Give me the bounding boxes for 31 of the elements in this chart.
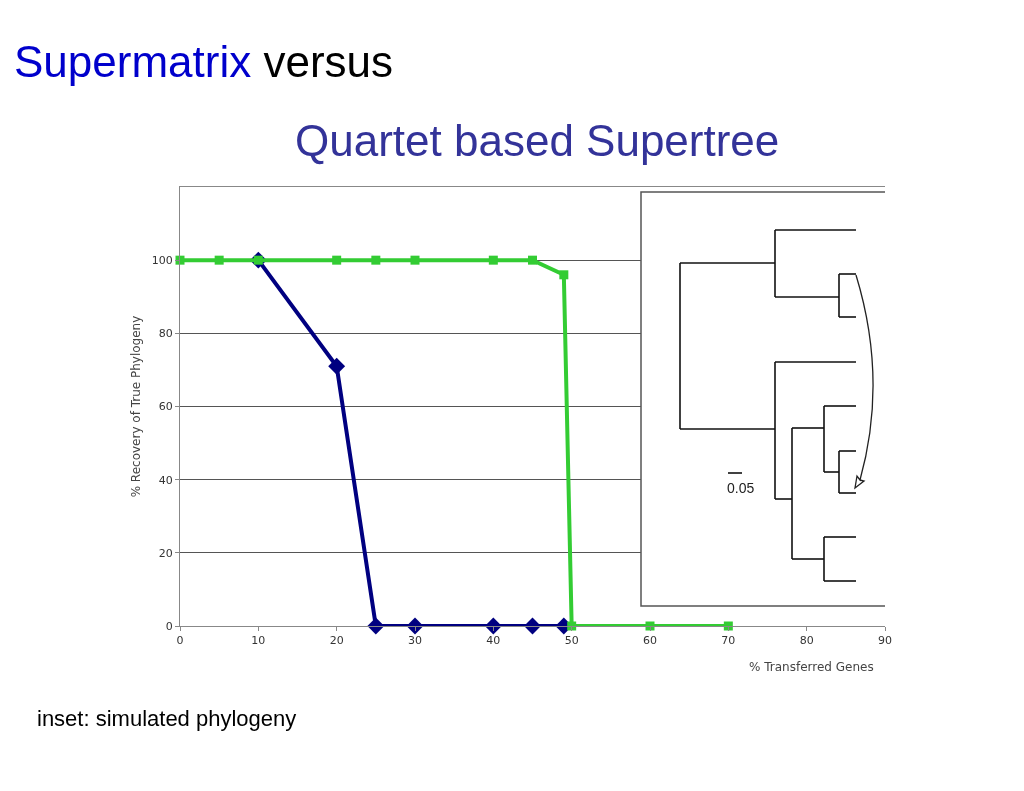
x-tick-label: 10 xyxy=(251,634,266,648)
y-tick-label: 100 xyxy=(151,254,173,268)
x-tick-label: 90 xyxy=(878,634,892,648)
point xyxy=(559,270,569,280)
x-tick-label: 80 xyxy=(799,634,814,648)
y-tick-label: 20 xyxy=(158,546,173,560)
point xyxy=(488,255,498,265)
y-axis-title: % Recovery of True Phylogeny xyxy=(129,315,144,498)
x-tick-label: 0 xyxy=(176,634,184,648)
x-tick-label: 30 xyxy=(408,634,422,648)
point xyxy=(484,617,502,635)
point xyxy=(410,255,420,265)
x-axis-title: % Transferred Genes xyxy=(749,660,874,674)
x-tick-label: 40 xyxy=(486,634,501,648)
y-tick-label: 40 xyxy=(158,473,173,487)
point xyxy=(332,255,342,265)
chart-title: Supermatrix versus xyxy=(14,37,394,86)
x-tick-label: 60 xyxy=(643,634,657,648)
y-tick-label: 80 xyxy=(158,327,173,341)
point xyxy=(367,617,385,635)
point xyxy=(528,255,537,265)
point xyxy=(371,255,381,265)
x-tick-label: 50 xyxy=(564,634,579,648)
chart-subtitle: Quartet based Supertree xyxy=(295,116,780,165)
x-tick-label: 20 xyxy=(329,634,344,648)
y-tick-label: 0 xyxy=(165,619,173,633)
text: inset: simulated phylogeny xyxy=(37,706,297,731)
point xyxy=(328,357,346,375)
y-tick-label: 60 xyxy=(158,400,173,414)
x-tick-label: 70 xyxy=(721,634,736,648)
point xyxy=(214,255,224,265)
